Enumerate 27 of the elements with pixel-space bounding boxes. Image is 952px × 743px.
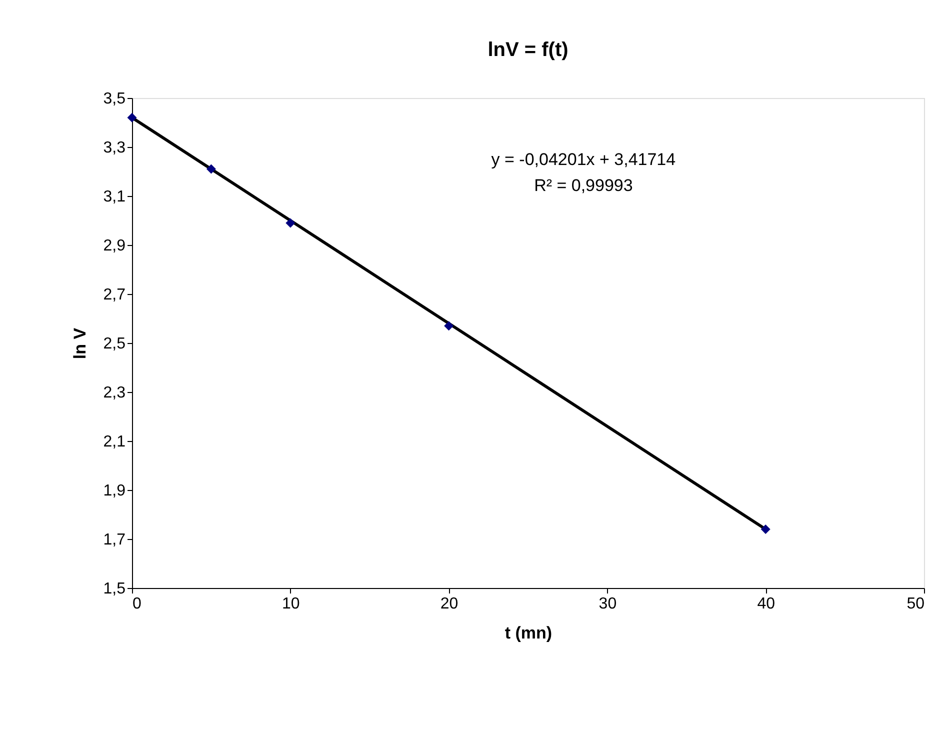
annotation: R² = 0,99993	[534, 176, 633, 195]
chart-title: lnV = f(t)	[488, 39, 568, 61]
x-tick-label: 20	[440, 596, 458, 612]
y-tick-label: 1,7	[103, 532, 126, 548]
y-tick-label: 2,9	[103, 238, 126, 254]
x-tick-label: 10	[282, 596, 300, 612]
point	[127, 112, 137, 122]
y-tick-label: 3,1	[103, 188, 126, 206]
x-tick-label: 0	[132, 596, 142, 612]
point	[206, 164, 216, 174]
point	[760, 524, 770, 534]
y-tick-label: 2,5	[103, 336, 126, 352]
point	[444, 321, 454, 331]
x-tick-label: 50	[906, 596, 925, 612]
x-axis-title: t (mn)	[504, 624, 552, 642]
x-tick-label: 40	[757, 596, 776, 612]
y-tick-label: 3,5	[103, 90, 126, 108]
y-tick-label: 1,5	[103, 580, 126, 598]
y-axis-title: ln V	[70, 327, 90, 360]
annotation: y = -0,04201x + 3,41714	[491, 150, 676, 169]
point	[286, 218, 296, 228]
y-tick-label: 3,3	[103, 140, 126, 156]
x-tick-label: 30	[598, 596, 617, 612]
y-tick-label: 2,1	[103, 434, 126, 450]
y-tick-label: 2,3	[103, 384, 126, 402]
y-tick-label: 2,7	[103, 286, 126, 304]
y-tick-label: 1,9	[103, 482, 126, 500]
